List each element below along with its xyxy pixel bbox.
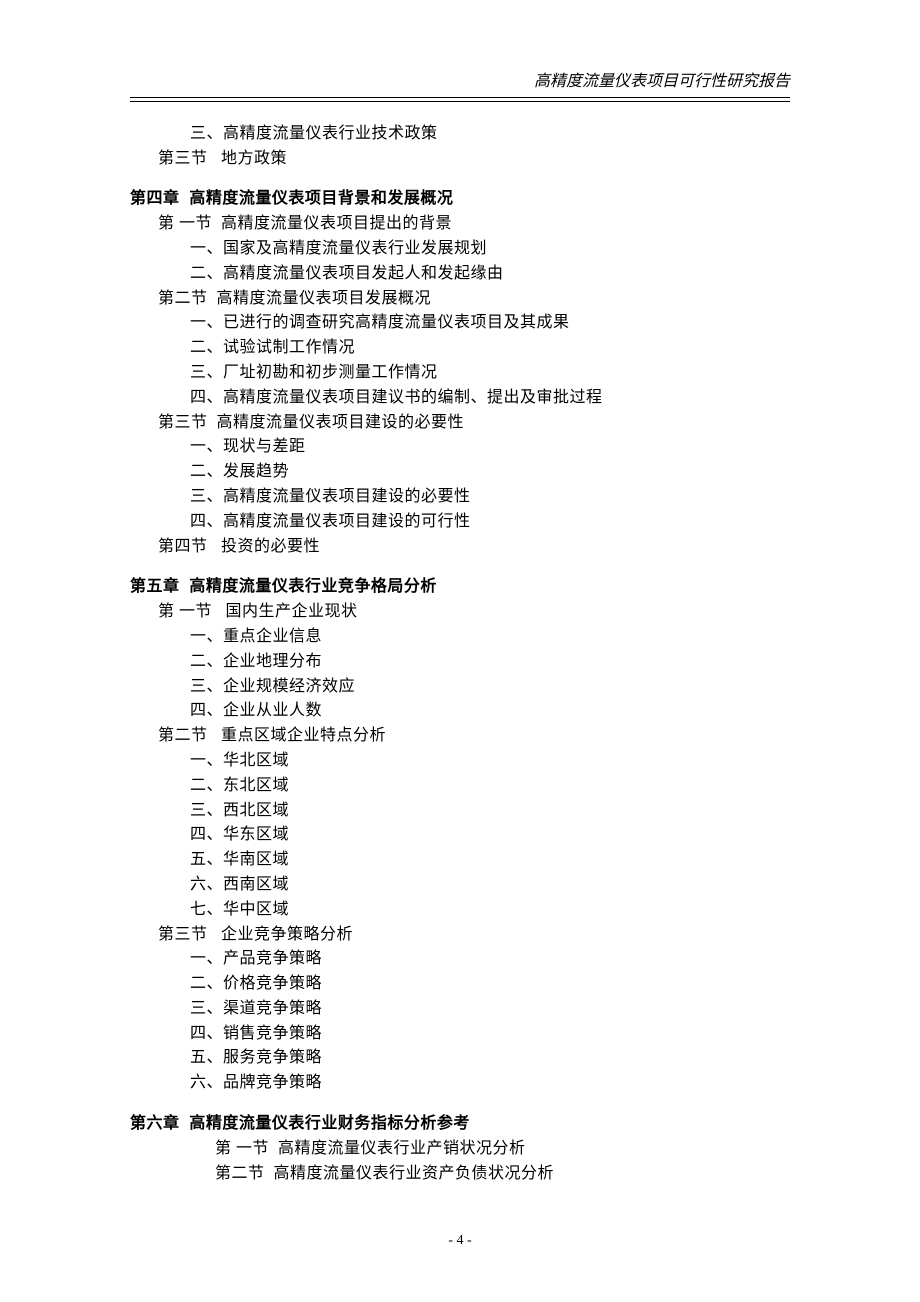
document-page: 高精度流量仪表项目可行性研究报告 三、高精度流量仪表行业技术政策 第三节 地方政… (0, 0, 920, 1302)
c5-s2-3: 三、西北区域 (190, 799, 790, 824)
c4-s2: 第二节 高精度流量仪表项目发展概况 (158, 287, 790, 312)
chapter-4: 第四章 高精度流量仪表项目背景和发展概况 第 一节 高精度流量仪表项目提出的背景… (130, 187, 790, 559)
c5-s1-4: 四、企业从业人数 (190, 699, 790, 724)
c5-s1-2: 二、企业地理分布 (190, 650, 790, 675)
c5-s3-5: 五、服务竞争策略 (190, 1046, 790, 1071)
c4-s1-2: 二、高精度流量仪表项目发起人和发起缘由 (190, 262, 790, 287)
c4-s1-1: 一、国家及高精度流量仪表行业发展规划 (190, 237, 790, 262)
c4-s2-4: 四、高精度流量仪表项目建议书的编制、提出及审批过程 (190, 386, 790, 411)
header-title: 高精度流量仪表项目可行性研究报告 (534, 73, 790, 90)
c5-s2-1: 一、华北区域 (190, 749, 790, 774)
c5-s3-6: 六、品牌竞争策略 (190, 1071, 790, 1096)
c5-s3-2: 二、价格竞争策略 (190, 972, 790, 997)
c5-s3-1: 一、产品竞争策略 (190, 947, 790, 972)
chapter-4-title: 第四章 高精度流量仪表项目背景和发展概况 (130, 187, 790, 212)
c4-s3-1: 一、现状与差距 (190, 435, 790, 460)
c4-s2-1: 一、已进行的调查研究高精度流量仪表项目及其成果 (190, 311, 790, 336)
c4-s2-3: 三、厂址初勘和初步测量工作情况 (190, 361, 790, 386)
prelude-block: 三、高精度流量仪表行业技术政策 第三节 地方政策 (130, 122, 790, 172)
c6-s1: 第 一节 高精度流量仪表行业产销状况分析 (215, 1137, 790, 1162)
c4-s3: 第三节 高精度流量仪表项目建设的必要性 (158, 411, 790, 436)
c5-s3-4: 四、销售竞争策略 (190, 1022, 790, 1047)
chapter-5: 第五章 高精度流量仪表行业竞争格局分析 第 一节 国内生产企业现状 一、重点企业… (130, 575, 790, 1096)
c4-s2-2: 二、试验试制工作情况 (190, 336, 790, 361)
item-3-3: 三、高精度流量仪表行业技术政策 (190, 122, 790, 147)
c5-s2-6: 六、西南区域 (190, 873, 790, 898)
c5-s2: 第二节 重点区域企业特点分析 (158, 724, 790, 749)
c5-s1-3: 三、企业规模经济效应 (190, 675, 790, 700)
page-number: - 4 - (448, 1233, 471, 1248)
c4-s3-2: 二、发展趋势 (190, 460, 790, 485)
section-3-3: 第三节 地方政策 (158, 147, 790, 172)
c4-s3-4: 四、高精度流量仪表项目建设的可行性 (190, 510, 790, 535)
chapter-5-title: 第五章 高精度流量仪表行业竞争格局分析 (130, 575, 790, 600)
chapter-6: 第六章 高精度流量仪表行业财务指标分析参考 第 一节 高精度流量仪表行业产销状况… (130, 1112, 790, 1186)
c5-s2-5: 五、华南区域 (190, 848, 790, 873)
page-header: 高精度流量仪表项目可行性研究报告 (130, 70, 790, 102)
c5-s2-2: 二、东北区域 (190, 774, 790, 799)
c5-s3: 第三节 企业竞争策略分析 (158, 923, 790, 948)
c5-s1-1: 一、重点企业信息 (190, 625, 790, 650)
c4-s1: 第 一节 高精度流量仪表项目提出的背景 (158, 212, 790, 237)
c4-s4: 第四节 投资的必要性 (158, 535, 790, 560)
chapter-6-title: 第六章 高精度流量仪表行业财务指标分析参考 (130, 1112, 790, 1137)
c6-s2: 第二节 高精度流量仪表行业资产负债状况分析 (215, 1162, 790, 1187)
c5-s1: 第 一节 国内生产企业现状 (158, 600, 790, 625)
page-footer: - 4 - (0, 1230, 920, 1252)
c5-s2-7: 七、华中区域 (190, 898, 790, 923)
c5-s2-4: 四、华东区域 (190, 823, 790, 848)
c4-s3-3: 三、高精度流量仪表项目建设的必要性 (190, 485, 790, 510)
c5-s3-3: 三、渠道竞争策略 (190, 997, 790, 1022)
